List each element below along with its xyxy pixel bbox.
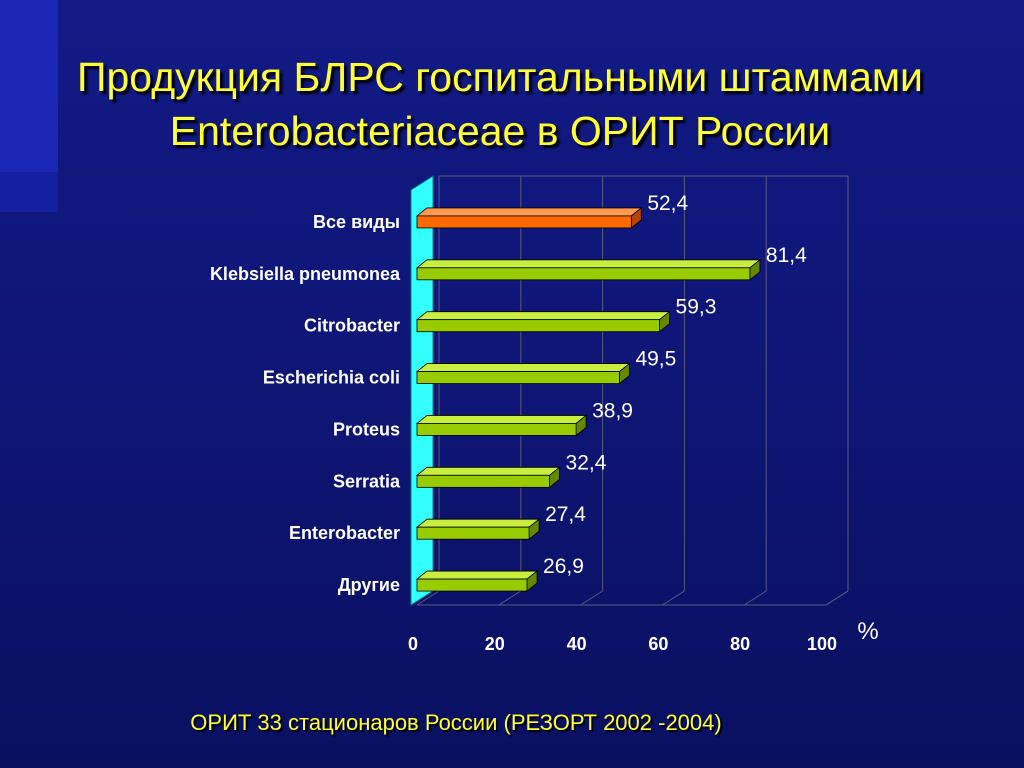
- bar-top-5: [415, 466, 561, 476]
- title-line-1: Продукция БЛРС госпитальными штаммами: [77, 54, 923, 100]
- category-label-6: Enterobacter: [289, 523, 400, 543]
- x-tick-label-1: 20: [485, 634, 505, 654]
- x-tick-label-4: 80: [730, 634, 750, 654]
- value-label-1: 81,4: [766, 244, 807, 267]
- category-label-0: Все виды: [313, 212, 400, 232]
- bar-0: [416, 215, 632, 229]
- floor-gridline-3: [662, 590, 685, 606]
- footnote: ОРИТ 33 стационаров России (РЕЗОРТ 2002 …: [190, 710, 722, 735]
- x-tick-label-2: 40: [567, 634, 587, 654]
- bar-4: [416, 423, 577, 436]
- bar-3: [416, 371, 620, 384]
- x-axis-unit-label: %: [857, 618, 878, 645]
- category-label-7: Другие: [338, 575, 400, 595]
- bar-top-3: [415, 363, 631, 372]
- bar-top-2: [415, 311, 671, 321]
- value-label-5: 32,4: [566, 451, 607, 474]
- bar-2: [416, 319, 660, 333]
- bar-5: [416, 474, 550, 488]
- x-tick-label-3: 60: [648, 634, 668, 654]
- floor-gridline-0: [416, 590, 440, 606]
- floor-right-edge: [825, 590, 849, 606]
- value-label-6: 27,4: [545, 503, 586, 526]
- bar-top-1: [415, 259, 762, 269]
- slide-title: Продукция БЛРС госпитальными штаммами En…: [0, 50, 1000, 158]
- bar-top-4: [415, 415, 588, 424]
- value-label-3: 49,5: [635, 348, 676, 371]
- category-label-1: Klebsiella pneumonea: [210, 264, 401, 284]
- category-label-2: Citrobacter: [304, 316, 400, 336]
- category-label-5: Serratia: [333, 471, 401, 491]
- bar-top-0: [415, 207, 643, 217]
- x-tick-label-0: 0: [408, 634, 418, 654]
- value-label-0: 52,4: [647, 192, 688, 215]
- bar-6: [416, 526, 530, 540]
- bar-top-6: [415, 518, 541, 528]
- bar-1: [416, 267, 751, 281]
- floor-gridline-1: [498, 590, 522, 606]
- floor-gridline-4: [743, 590, 767, 606]
- category-label-3: Escherichia coli: [263, 368, 400, 388]
- bar-7: [416, 578, 528, 592]
- value-label-7: 26,9: [543, 555, 584, 578]
- accent-block-lower: [0, 172, 58, 212]
- value-label-2: 59,3: [676, 296, 717, 319]
- floor-gridline-2: [580, 590, 603, 606]
- x-tick-label-5: 100: [807, 634, 837, 654]
- title-line-2: Enterobacteriaceae в ОРИТ России: [169, 108, 831, 154]
- value-label-4: 38,9: [592, 399, 633, 422]
- category-label-4: Proteus: [333, 419, 400, 439]
- bar-chart: Все виды 52,4 Klebsiella pneumonea 81,4 Citr…: [210, 175, 878, 654]
- side-wall: [410, 175, 434, 606]
- bar-top-7: [415, 570, 539, 580]
